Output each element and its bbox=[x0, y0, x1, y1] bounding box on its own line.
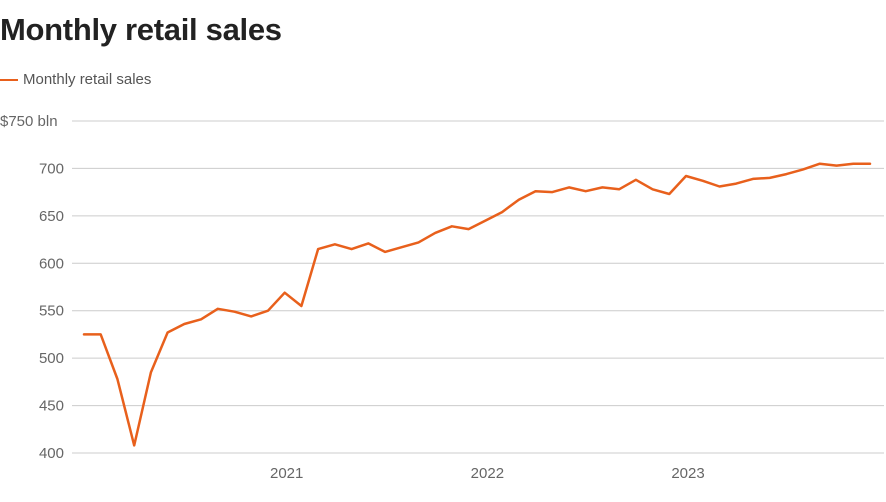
chart-legend: Monthly retail sales bbox=[0, 71, 151, 88]
y-tick-label: $750 bln bbox=[0, 113, 58, 130]
x-tick-label: 2023 bbox=[671, 465, 704, 482]
y-tick-label: 500 bbox=[39, 350, 64, 367]
legend-label: Monthly retail sales bbox=[23, 71, 152, 88]
line-swatch-icon bbox=[0, 78, 18, 81]
chart-title: Monthly retail sales bbox=[0, 12, 282, 47]
series-line-monthly-retail-sales bbox=[82, 162, 872, 447]
x-tick-label: 2022 bbox=[471, 465, 504, 482]
y-tick-label: 600 bbox=[39, 255, 64, 272]
y-tick-label: 450 bbox=[39, 398, 64, 415]
x-tick-label: 2021 bbox=[270, 465, 303, 482]
y-tick-label: 700 bbox=[39, 160, 64, 177]
y-tick-label: 550 bbox=[39, 303, 64, 320]
y-tick-label: 650 bbox=[39, 208, 64, 225]
y-tick-label: 400 bbox=[39, 445, 64, 462]
